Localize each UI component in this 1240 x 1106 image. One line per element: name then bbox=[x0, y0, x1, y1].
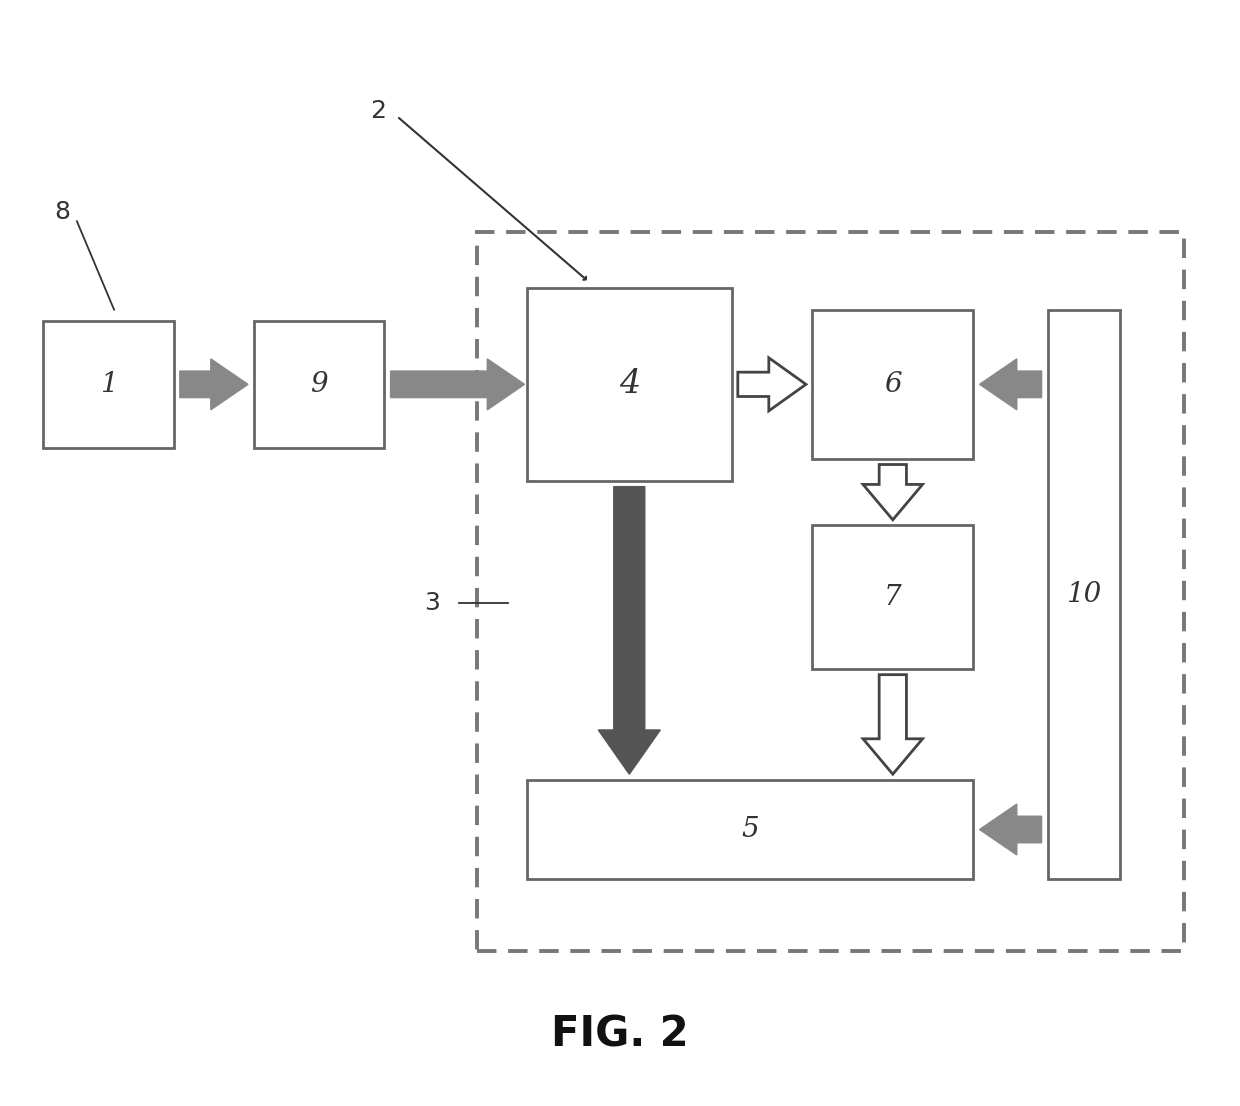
Text: 6: 6 bbox=[884, 371, 901, 398]
Text: 4: 4 bbox=[619, 368, 640, 400]
Bar bbox=[812, 525, 973, 669]
Text: 1: 1 bbox=[99, 371, 118, 398]
FancyArrow shape bbox=[391, 358, 525, 410]
Text: 7: 7 bbox=[884, 584, 901, 611]
Bar bbox=[812, 310, 973, 459]
Text: 2: 2 bbox=[371, 98, 386, 123]
FancyArrow shape bbox=[180, 358, 248, 410]
Text: 10: 10 bbox=[1066, 581, 1101, 608]
Text: 9: 9 bbox=[310, 371, 329, 398]
Bar bbox=[254, 321, 384, 448]
Bar bbox=[1048, 310, 1120, 879]
Text: FIG. 2: FIG. 2 bbox=[552, 1013, 688, 1055]
Bar bbox=[43, 321, 174, 448]
Text: 3: 3 bbox=[424, 591, 440, 615]
Text: 8: 8 bbox=[55, 200, 69, 225]
FancyArrow shape bbox=[980, 358, 1042, 410]
FancyArrow shape bbox=[598, 487, 660, 774]
Bar bbox=[477, 232, 1184, 951]
Polygon shape bbox=[738, 358, 806, 411]
Text: 5: 5 bbox=[742, 816, 759, 843]
Polygon shape bbox=[863, 465, 923, 520]
Bar bbox=[527, 780, 973, 879]
Bar bbox=[527, 288, 732, 481]
FancyArrow shape bbox=[980, 804, 1042, 855]
Polygon shape bbox=[863, 675, 923, 774]
